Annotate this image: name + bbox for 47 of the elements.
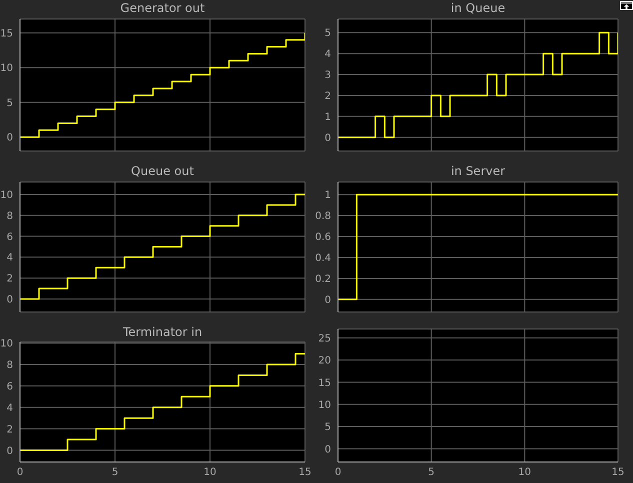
y-tick-label: 5 [6, 98, 13, 109]
y-tick-label: 4 [324, 49, 331, 60]
y-tick-label: 0.8 [315, 211, 331, 222]
x-tick-label: 10 [518, 467, 532, 478]
y-tick-label: 2 [324, 91, 331, 102]
y-tick-label: 10 [318, 400, 331, 411]
y-tick-label: 0 [6, 446, 13, 457]
y-tick-label: 6 [6, 381, 13, 392]
x-tick-label: 0 [16, 467, 24, 478]
y-tick-label: 0 [324, 444, 331, 456]
y-tick-label: 4 [6, 402, 13, 414]
y-tick-label: 8 [6, 360, 13, 372]
x-tick-label: 10 [204, 467, 216, 478]
y-tick-label: 0 [324, 294, 331, 306]
x-tick-label: 5 [428, 467, 435, 478]
chart-title: in Server [450, 164, 506, 178]
y-tick-label: 10 [0, 338, 13, 350]
x-tick-label: 15 [298, 467, 312, 478]
y-tick-label: 0 [6, 132, 13, 144]
y-tick-label: 2 [6, 424, 13, 436]
chart-title: Queue out [130, 164, 195, 178]
y-tick-label: 20 [318, 356, 331, 367]
y-tick-label: 15 [318, 378, 331, 389]
chart-title: Generator out [119, 1, 206, 15]
y-tick-label: 0.6 [315, 232, 331, 244]
y-tick-label: 6 [6, 232, 13, 243]
y-tick-label: 25 [318, 333, 331, 344]
y-tick-label: 0.4 [315, 253, 331, 264]
x-tick-label: 5 [112, 467, 118, 478]
y-tick-label: 4 [6, 252, 13, 264]
y-tick-label: 1 [324, 190, 331, 202]
y-tick-label: 0 [6, 294, 13, 306]
y-tick-label: 10 [0, 190, 13, 202]
x-tick-label: 15 [612, 467, 624, 478]
y-tick-label: 1 [324, 112, 331, 123]
y-tick-label: 0 [324, 132, 331, 144]
chart-title: in Queue [450, 1, 506, 15]
y-tick-label: 2 [6, 274, 13, 285]
chart-title: Terminator in [122, 325, 204, 339]
y-tick-label: 3 [324, 70, 331, 82]
y-tick-label: 0.2 [315, 274, 331, 285]
y-tick-label: 15 [0, 28, 13, 40]
x-tick-label: 0 [334, 467, 342, 478]
y-tick-label: 8 [6, 210, 13, 222]
y-tick-label: 5 [324, 28, 331, 40]
y-tick-label: 5 [324, 422, 331, 434]
y-tick-label: 10 [0, 63, 13, 74]
